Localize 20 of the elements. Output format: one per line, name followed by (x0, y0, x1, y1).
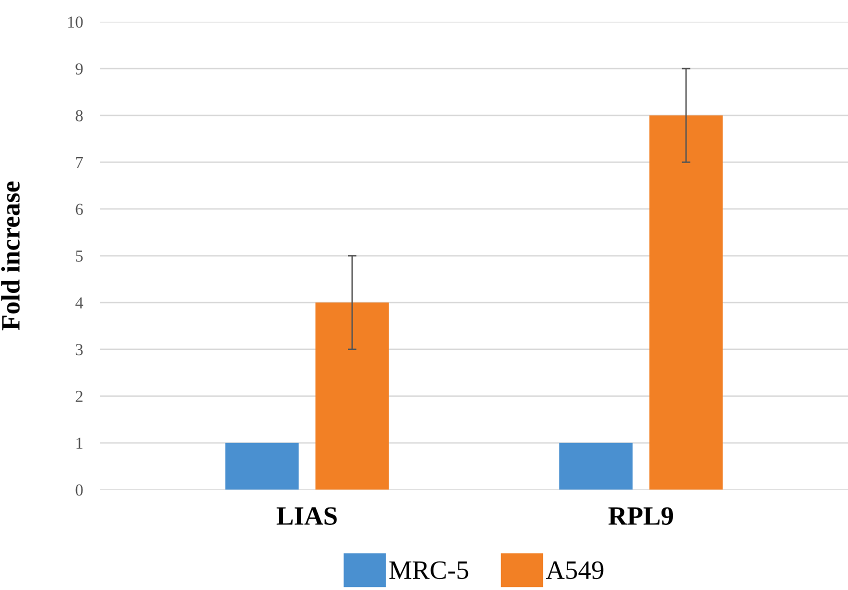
legend-label: A549 (546, 561, 604, 580)
y-axis-title: Fold increase (1, 182, 20, 330)
y-tick-label: 8 (76, 110, 83, 122)
legend-label: MRC-5 (389, 561, 468, 580)
bar (649, 115, 723, 490)
bar (315, 302, 389, 490)
y-tick-label: 5 (76, 250, 83, 262)
y-tick-label: 4 (75, 297, 84, 308)
y-tick-label: 9 (76, 63, 83, 75)
bar (225, 442, 299, 490)
y-tick-label: 10 (68, 16, 83, 28)
x-tick-label: LIAS (276, 507, 337, 525)
y-tick-label: 0 (76, 484, 83, 496)
y-tick-label: 3 (76, 344, 83, 356)
x-tick-label: RPL9 (608, 507, 674, 525)
bar (559, 442, 633, 490)
y-tick-label: 6 (76, 204, 83, 215)
y-tick-label: 1 (76, 438, 82, 449)
y-tick-label: 7 (76, 157, 83, 168)
y-tick-label: 2 (76, 390, 82, 402)
